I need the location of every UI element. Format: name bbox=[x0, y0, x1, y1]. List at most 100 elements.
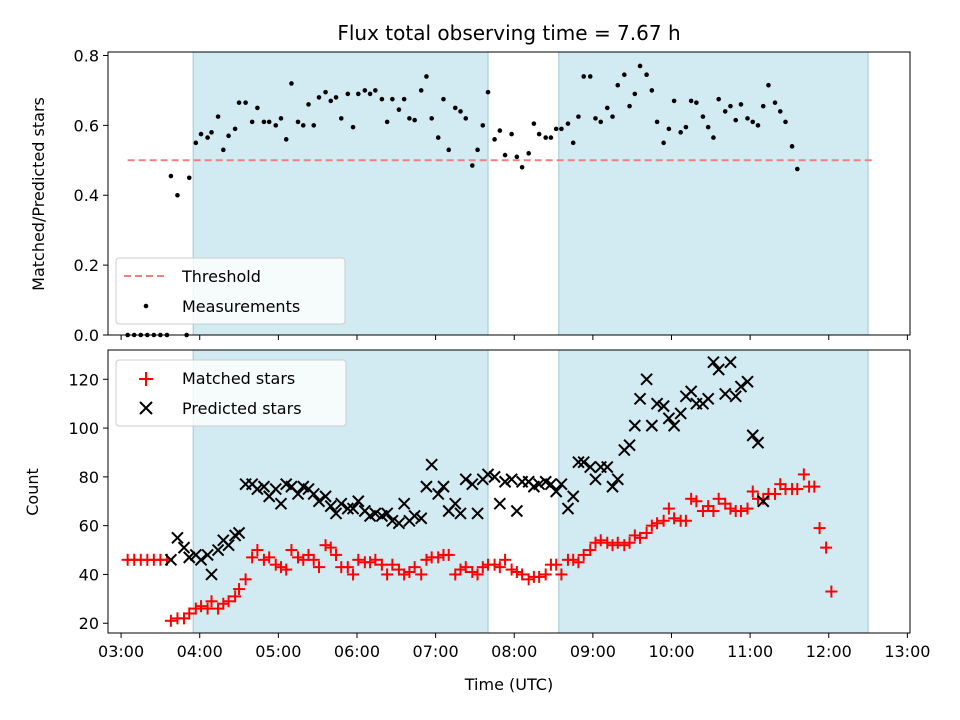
predicted-star-point bbox=[544, 477, 558, 491]
measurement-point bbox=[215, 114, 221, 119]
matched-star-point bbox=[533, 570, 546, 583]
matched-star-point bbox=[488, 558, 501, 571]
predicted-star-point bbox=[171, 531, 184, 545]
matched-star-point bbox=[634, 531, 647, 544]
matched-star-point bbox=[269, 558, 282, 571]
measurement-point bbox=[587, 74, 593, 79]
measurement-point bbox=[548, 135, 554, 140]
predicted-star-point bbox=[201, 548, 214, 562]
measurement-point bbox=[627, 103, 632, 109]
matched-star-point bbox=[594, 534, 607, 547]
measurement-point bbox=[666, 126, 672, 132]
measurement-point bbox=[355, 91, 361, 97]
measurement-point bbox=[429, 116, 434, 121]
measurement-point bbox=[384, 119, 390, 125]
predicted-star-point bbox=[657, 399, 670, 413]
predicted-star-point bbox=[561, 502, 575, 515]
measurement-point bbox=[458, 109, 463, 114]
matched-star-point bbox=[572, 556, 585, 569]
y-tick-label: 0.8 bbox=[74, 46, 99, 65]
measurement-point bbox=[446, 147, 452, 153]
measurement-point bbox=[543, 135, 548, 140]
predicted-star-point bbox=[488, 470, 501, 484]
measurement-point bbox=[738, 102, 744, 107]
x-tick-label: 07:00 bbox=[413, 642, 459, 661]
matched-star-point bbox=[364, 556, 377, 569]
y-tick-label: 120 bbox=[68, 370, 99, 389]
matched-star-point bbox=[707, 505, 720, 518]
predicted-star-point bbox=[432, 487, 445, 501]
measurement-point bbox=[789, 144, 795, 149]
matched-star-point bbox=[623, 536, 636, 549]
predicted-star-point bbox=[751, 436, 765, 449]
legend-threshold-label: Threshold bbox=[181, 267, 261, 286]
measurement-point bbox=[412, 117, 417, 123]
predicted-star-point bbox=[471, 507, 484, 520]
predicted-star-point bbox=[757, 495, 770, 508]
matched-star-point bbox=[386, 558, 399, 571]
legend-predicted-swatch bbox=[139, 401, 153, 415]
matched-star-point bbox=[257, 553, 270, 566]
matched-star-point bbox=[662, 502, 675, 515]
measurement-point bbox=[396, 107, 402, 112]
predicted-star-point bbox=[369, 507, 382, 520]
y-tick-label: 0.6 bbox=[74, 116, 99, 135]
matched-star-point bbox=[618, 539, 631, 552]
x-tick-label: 12:00 bbox=[806, 642, 852, 661]
matched-star-point bbox=[324, 541, 337, 554]
predicted-star-point bbox=[335, 497, 348, 510]
measurement-point bbox=[526, 151, 531, 156]
measurement-point bbox=[509, 131, 514, 137]
measurement-point bbox=[401, 96, 407, 102]
measurement-point bbox=[700, 114, 706, 119]
y-tick-label: 100 bbox=[68, 419, 99, 438]
measurement-point bbox=[536, 131, 542, 137]
measurement-point bbox=[435, 135, 441, 140]
bottom-panel: 20 40 60 80 100 120 03:00 04:00 05:00 06:00 07:00… bbox=[23, 349, 930, 694]
predicted-star-point bbox=[684, 385, 698, 398]
matched-star-point bbox=[741, 502, 754, 515]
predicted-star-point bbox=[420, 480, 433, 493]
measurement-point bbox=[350, 124, 356, 130]
matched-star-point bbox=[651, 517, 664, 530]
matched-star-point bbox=[567, 553, 580, 566]
measurement-point bbox=[795, 166, 800, 172]
measurement-point bbox=[452, 105, 458, 111]
measurement-point bbox=[514, 154, 520, 160]
matched-star-point bbox=[239, 573, 252, 586]
matched-star-point bbox=[640, 526, 653, 539]
predicted-star-point bbox=[707, 355, 720, 369]
predicted-star-point bbox=[601, 460, 614, 474]
measurement-point bbox=[306, 102, 311, 107]
legend-measurements-label: Measurements bbox=[182, 297, 300, 316]
measurement-point bbox=[295, 119, 301, 125]
measurement-point bbox=[610, 114, 615, 119]
predicted-star-point bbox=[628, 419, 642, 432]
matched-star-point bbox=[712, 492, 725, 505]
predicted-star-point bbox=[611, 473, 624, 486]
matched-star-point bbox=[189, 602, 202, 615]
predicted-star-point bbox=[567, 490, 580, 503]
matched-star-point bbox=[312, 561, 325, 574]
matched-star-point bbox=[668, 512, 681, 525]
matched-star-point bbox=[263, 551, 276, 564]
measurement-point bbox=[661, 140, 666, 146]
measurement-point bbox=[570, 140, 576, 146]
measurement-point bbox=[205, 135, 210, 140]
matched-star-point bbox=[606, 539, 619, 552]
predicted-star-point bbox=[674, 407, 687, 420]
predicted-star-point bbox=[498, 475, 512, 488]
matched-star-point bbox=[381, 568, 394, 581]
predicted-star-point bbox=[222, 538, 235, 552]
measurement-point bbox=[367, 91, 373, 97]
predicted-star-point bbox=[633, 392, 647, 406]
measurement-point bbox=[221, 147, 226, 153]
matched-star-point bbox=[183, 607, 196, 620]
matched-star-point bbox=[505, 563, 518, 576]
matched-star-point bbox=[466, 566, 479, 579]
predicted-star-point bbox=[397, 497, 411, 510]
predicted-star-point bbox=[640, 373, 653, 386]
measurement-point bbox=[475, 147, 480, 153]
measurement-point bbox=[711, 135, 716, 140]
measurement-point bbox=[694, 100, 699, 105]
